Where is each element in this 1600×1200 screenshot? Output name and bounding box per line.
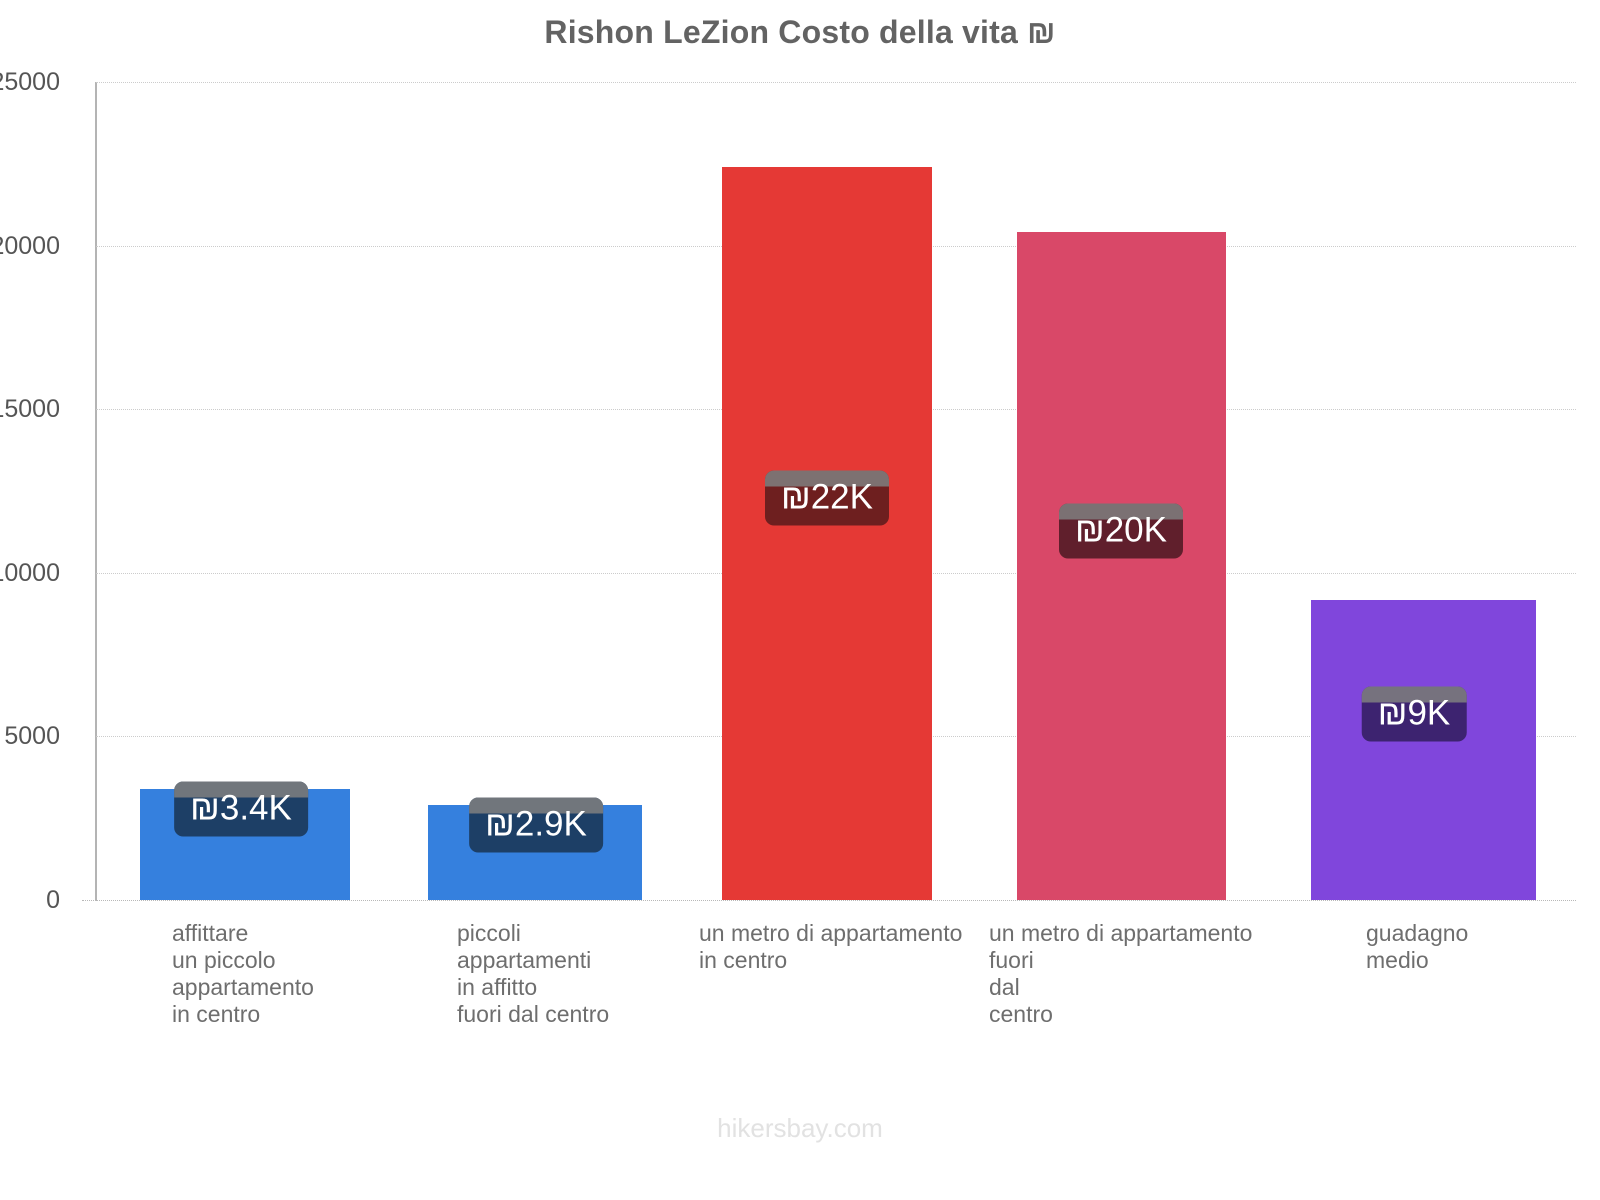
bar-value-text: ₪20K xyxy=(1075,510,1167,550)
bar[interactable] xyxy=(722,167,932,900)
y-axis-tick-label: 20000 xyxy=(0,231,60,260)
bar-value-text: ₪2.9K xyxy=(485,804,587,844)
bar[interactable] xyxy=(1017,232,1226,900)
y-axis-tick-label: 25000 xyxy=(0,68,60,96)
y-axis-line xyxy=(95,82,97,901)
x-axis-tick-label: affittare un piccolo appartamento in cen… xyxy=(172,920,314,1027)
site-watermark: hikersbay.com xyxy=(717,1113,883,1143)
bar-value-badge: ₪20K xyxy=(1059,503,1183,559)
chart-title: Rishon LeZion Costo della vita ₪ xyxy=(544,14,1056,50)
y-axis-tick-label: 5000 xyxy=(4,722,60,751)
x-axis-tick-label: guadagno medio xyxy=(1366,920,1469,973)
y-axis-tick-label: 15000 xyxy=(0,395,60,424)
bar-value-text: ₪3.4K xyxy=(190,788,292,828)
bar-value-badge: ₪9K xyxy=(1361,686,1467,742)
x-axis-baseline xyxy=(82,900,1576,901)
bar-value-text: ₪22K xyxy=(781,477,873,517)
bar-value-badge: ₪3.4K xyxy=(174,781,308,837)
x-axis-tick-label: un metro di appartamento in centro xyxy=(699,920,963,973)
bar-value-badge: ₪22K xyxy=(765,470,889,526)
gridline xyxy=(96,82,1576,83)
y-axis-tick-label: 10000 xyxy=(0,558,60,587)
x-axis-tick-label: un metro di appartamento fuori dal centr… xyxy=(989,920,1253,1027)
plot-area: 0 5000 10000 15000 20000 25000 ₪3.4K ₪2.9K ₪22K… xyxy=(0,68,1576,914)
y-axis-tick-label: 0 xyxy=(46,886,60,914)
bar-value-text: ₪9K xyxy=(1377,693,1451,733)
bar[interactable] xyxy=(1311,600,1536,900)
bar-value-badge: ₪2.9K xyxy=(469,797,603,853)
x-axis-tick-label: piccoli appartamenti in affitto fuori da… xyxy=(457,920,610,1027)
